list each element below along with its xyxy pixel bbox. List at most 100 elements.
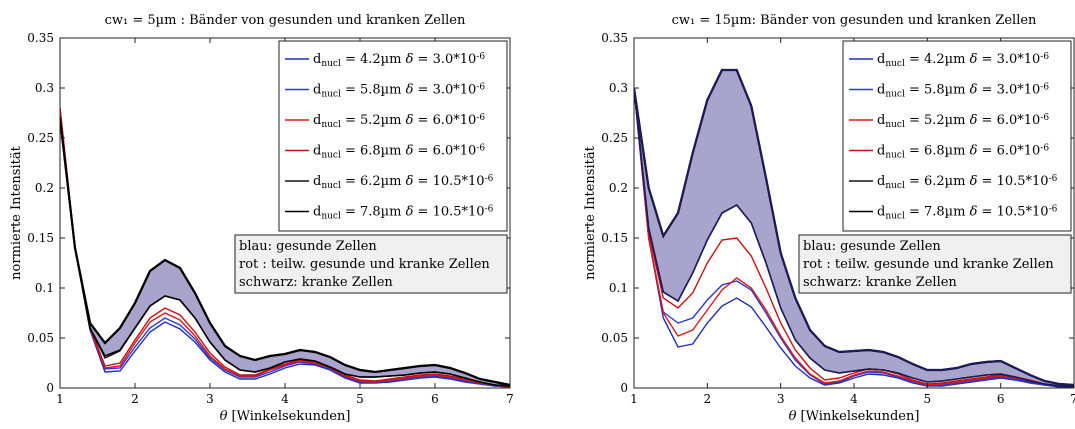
x-tick-label: 6 bbox=[431, 392, 439, 406]
x-tick-label: 3 bbox=[206, 392, 214, 406]
x-axis-label: θ [Winkelsekunden] bbox=[220, 409, 351, 424]
band-lower-edge bbox=[634, 87, 1074, 388]
legend-text-part: = 5.2µm bbox=[341, 113, 406, 128]
x-axis-label-symbol: θ bbox=[789, 409, 797, 424]
x-axis-label: θ [Winkelsekunden] bbox=[789, 409, 920, 424]
legend-box bbox=[278, 40, 508, 232]
y-tick-label: 0.2 bbox=[609, 181, 628, 195]
legend-text-part: d bbox=[877, 174, 885, 189]
band-area bbox=[634, 70, 1074, 387]
legend-entry: dnucl = 4.2µm δ = 3.0*10-6 bbox=[313, 52, 485, 69]
legend-entry: dnucl = 7.8µm δ = 10.5*10-6 bbox=[313, 204, 494, 221]
legend-subscript: nucl bbox=[885, 89, 905, 99]
chart-title: cw₁ = 5µm : Bänder von gesunden und kran… bbox=[105, 13, 466, 28]
y-tick-label: 0.25 bbox=[27, 131, 54, 145]
legend-text-part: = 6.2µm bbox=[341, 174, 406, 189]
y-tick-label: 0.35 bbox=[27, 31, 54, 45]
x-tick-label: 5 bbox=[356, 392, 364, 406]
legend-text-part: = 6.8µm bbox=[341, 144, 406, 159]
annotation-line: schwarz: kranke Zellen bbox=[803, 275, 957, 290]
legend-text-part: = 7.8µm bbox=[905, 205, 970, 220]
x-tick-label: 2 bbox=[131, 392, 139, 406]
y-tick-label: 0.25 bbox=[601, 131, 628, 145]
y-tick-label: 0.05 bbox=[27, 331, 54, 345]
legend-text-part: δ bbox=[970, 113, 978, 128]
legend-subscript: nucl bbox=[885, 59, 905, 69]
legend-entry: dnucl = 6.8µm δ = 6.0*10-6 bbox=[877, 143, 1049, 160]
x-tick-label: 7 bbox=[1070, 392, 1075, 406]
legend-entry: dnucl = 5.8µm δ = 3.0*10-6 bbox=[313, 82, 485, 99]
legend-superscript: -6 bbox=[485, 204, 494, 214]
legend-text-part: δ bbox=[406, 205, 414, 220]
legend-text-part: d bbox=[877, 205, 885, 220]
annotation-box bbox=[798, 234, 1072, 294]
legend-entry: dnucl = 5.2µm δ = 6.0*10-6 bbox=[313, 113, 485, 130]
legend-text-part: d bbox=[877, 113, 885, 128]
chart-panel-1: cw₁ = 5µm : Bänder von gesunden und kran… bbox=[9, 13, 514, 424]
annotation-box bbox=[234, 234, 508, 294]
legend-entry: dnucl = 6.2µm δ = 10.5*10-6 bbox=[877, 174, 1058, 191]
legend-entry: dnucl = 7.8µm δ = 10.5*10-6 bbox=[877, 204, 1058, 221]
legend-text-part: δ bbox=[406, 113, 414, 128]
band-lower-edge bbox=[60, 117, 510, 387]
legend-superscript: -6 bbox=[476, 113, 485, 123]
series-line-3 bbox=[60, 107, 510, 388]
y-tick-label: 0.15 bbox=[601, 231, 628, 245]
legend-superscript: -6 bbox=[1040, 113, 1049, 123]
x-tick-label: 6 bbox=[997, 392, 1005, 406]
legend-text-part: = 6.8µm bbox=[905, 144, 970, 159]
legend-text-part: = 6.0*10 bbox=[977, 144, 1040, 159]
legend-text-part: d bbox=[313, 205, 321, 220]
legend-text-part: δ bbox=[970, 52, 978, 67]
legend-entry: dnucl = 5.2µm δ = 6.0*10-6 bbox=[877, 113, 1049, 130]
legend-text-part: = 10.5*10 bbox=[977, 174, 1048, 189]
legend-subscript: nucl bbox=[885, 150, 905, 160]
plot-content bbox=[60, 107, 510, 388]
y-tick-label: 0.3 bbox=[35, 81, 54, 95]
legend-text-part: d bbox=[313, 113, 321, 128]
series-line-2 bbox=[60, 117, 510, 388]
legend-text-part: = 3.0*10 bbox=[977, 52, 1040, 67]
band-upper-edge bbox=[60, 117, 510, 386]
y-tick-label: 0.2 bbox=[35, 181, 54, 195]
legend-entry: dnucl = 5.8µm δ = 3.0*10-6 bbox=[877, 82, 1049, 99]
series-line-4 bbox=[60, 107, 510, 387]
y-tick-label: 0 bbox=[620, 381, 628, 395]
y-tick-label: 0.3 bbox=[609, 81, 628, 95]
legend-text-part: = 7.8µm bbox=[341, 205, 406, 220]
series-line-3 bbox=[634, 87, 1074, 388]
legend-superscript: -6 bbox=[476, 82, 485, 92]
legend-box bbox=[842, 40, 1072, 232]
plot-content bbox=[634, 68, 1074, 388]
y-tick-label: 0.35 bbox=[601, 31, 628, 45]
x-axis-label-symbol: θ bbox=[220, 409, 228, 424]
legend-superscript: -6 bbox=[476, 143, 485, 153]
legend-text-part: = 6.2µm bbox=[905, 174, 970, 189]
annotation-line: blau: gesunde Zellen bbox=[239, 239, 377, 254]
legend-superscript: -6 bbox=[1040, 82, 1049, 92]
legend-superscript: -6 bbox=[1040, 52, 1049, 62]
y-tick-label: 0.15 bbox=[27, 231, 54, 245]
legend-subscript: nucl bbox=[885, 181, 905, 191]
series-line-4 bbox=[634, 87, 1074, 388]
x-tick-label: 4 bbox=[281, 392, 289, 406]
legend-text-part: d bbox=[313, 83, 321, 98]
legend-entry: dnucl = 6.2µm δ = 10.5*10-6 bbox=[313, 174, 494, 191]
x-tick-label: 4 bbox=[850, 392, 858, 406]
legend-superscript: -6 bbox=[1049, 204, 1058, 214]
legend-text-part: δ bbox=[406, 83, 414, 98]
legend-text-part: = 10.5*10 bbox=[977, 205, 1048, 220]
legend-entry: dnucl = 4.2µm δ = 3.0*10-6 bbox=[877, 52, 1049, 69]
y-tick-label: 0.1 bbox=[35, 281, 54, 295]
y-axis-label: normierte Intensität bbox=[9, 145, 24, 279]
legend-text-part: δ bbox=[406, 144, 414, 159]
series-line-1 bbox=[634, 87, 1074, 388]
legend-subscript: nucl bbox=[885, 120, 905, 130]
legend-entry: dnucl = 6.8µm δ = 6.0*10-6 bbox=[313, 143, 485, 160]
legend-text-part: = 4.2µm bbox=[341, 52, 406, 67]
legend-text-part: d bbox=[877, 52, 885, 67]
legend-subscript: nucl bbox=[321, 181, 341, 191]
series-line-2 bbox=[634, 87, 1074, 388]
legend-text-part: = 6.0*10 bbox=[977, 113, 1040, 128]
